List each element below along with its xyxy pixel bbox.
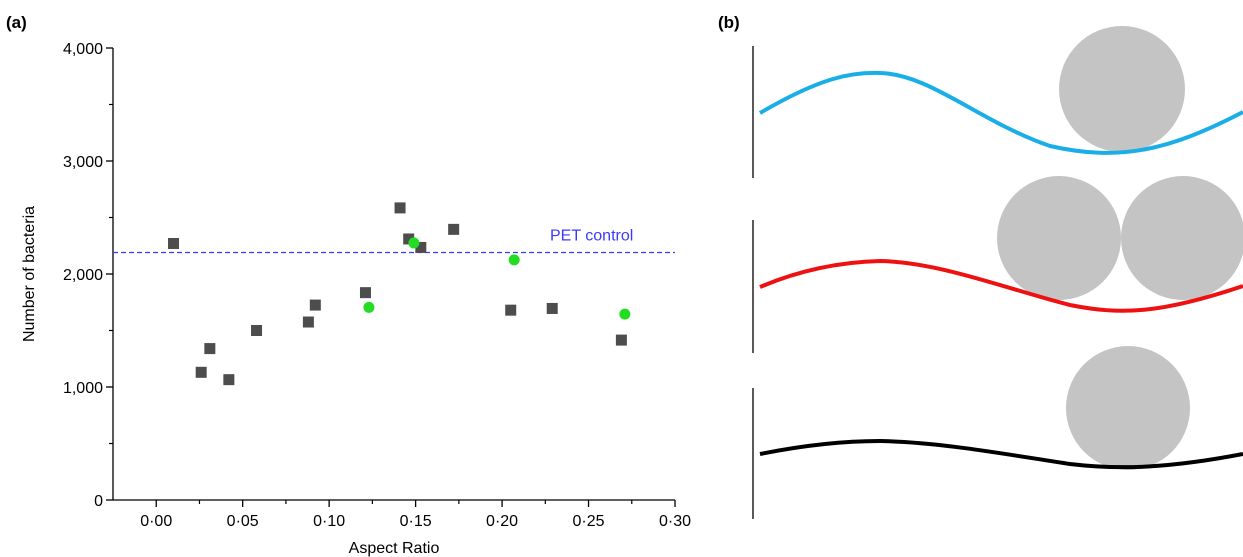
row-1-sphere xyxy=(1059,26,1185,152)
data-point-square xyxy=(309,299,321,311)
data-point-square xyxy=(615,334,627,346)
y-tick-label: 4,000 xyxy=(63,41,103,58)
panel-a-label: (a) xyxy=(6,13,27,32)
data-point-square xyxy=(223,374,235,386)
row-2-curve xyxy=(759,258,1243,313)
data-points xyxy=(168,202,631,386)
data-point-square xyxy=(302,316,314,328)
diagram-row-3 xyxy=(752,346,1243,519)
x-tick-label: 0·00 xyxy=(140,513,172,530)
data-point-circle xyxy=(408,237,420,249)
data-point-square xyxy=(359,287,371,299)
x-axis-title: Aspect Ratio xyxy=(349,540,440,557)
y-tick-label: 0 xyxy=(94,493,103,510)
data-point-square xyxy=(204,343,216,355)
panel-b: (b) xyxy=(718,13,1243,519)
pet-control-label: PET control xyxy=(550,228,633,245)
data-point-square xyxy=(251,325,263,336)
row-1-curve xyxy=(758,70,1243,155)
x-tick-label: 0·25 xyxy=(573,513,605,530)
y-tick-label: 3,000 xyxy=(63,154,103,171)
data-point-square xyxy=(403,233,415,245)
x-tick-label: 0·15 xyxy=(400,513,432,530)
x-tick-label: 0·05 xyxy=(227,513,259,530)
diagram-row-1 xyxy=(752,26,1243,178)
data-point-square xyxy=(168,237,180,249)
row-2-sphere-right xyxy=(1121,176,1243,300)
x-tick-label: 0·10 xyxy=(313,513,345,530)
x-tick-label: 0·30 xyxy=(659,513,691,530)
row-2-sphere-left xyxy=(997,176,1121,300)
data-point-circle xyxy=(508,254,520,266)
data-point-square xyxy=(546,302,558,314)
data-point-circle xyxy=(619,308,631,320)
y-axis-title: Number of bacteria xyxy=(21,206,38,342)
data-point-square xyxy=(448,223,460,235)
row-3-sphere xyxy=(1066,346,1190,470)
panel-b-label: (b) xyxy=(718,13,740,32)
y-tick-label: 1,000 xyxy=(63,380,103,397)
row-3-curve xyxy=(759,438,1243,470)
data-point-square xyxy=(394,202,406,214)
data-point-square xyxy=(195,366,207,378)
data-point-square xyxy=(505,304,517,316)
y-tick-label: 2,000 xyxy=(63,267,103,284)
data-point-square xyxy=(415,241,427,253)
chart-axes xyxy=(112,48,675,501)
y-ticks: 0 1,000 2,000 3,000 4,000 xyxy=(63,41,113,510)
x-ticks: 0·00 0·05 0·10 0·15 0·20 0·25 0·30 xyxy=(140,500,691,530)
data-point-circle xyxy=(363,301,375,313)
x-tick-label: 0·20 xyxy=(486,513,518,530)
diagram-row-2 xyxy=(752,176,1243,353)
